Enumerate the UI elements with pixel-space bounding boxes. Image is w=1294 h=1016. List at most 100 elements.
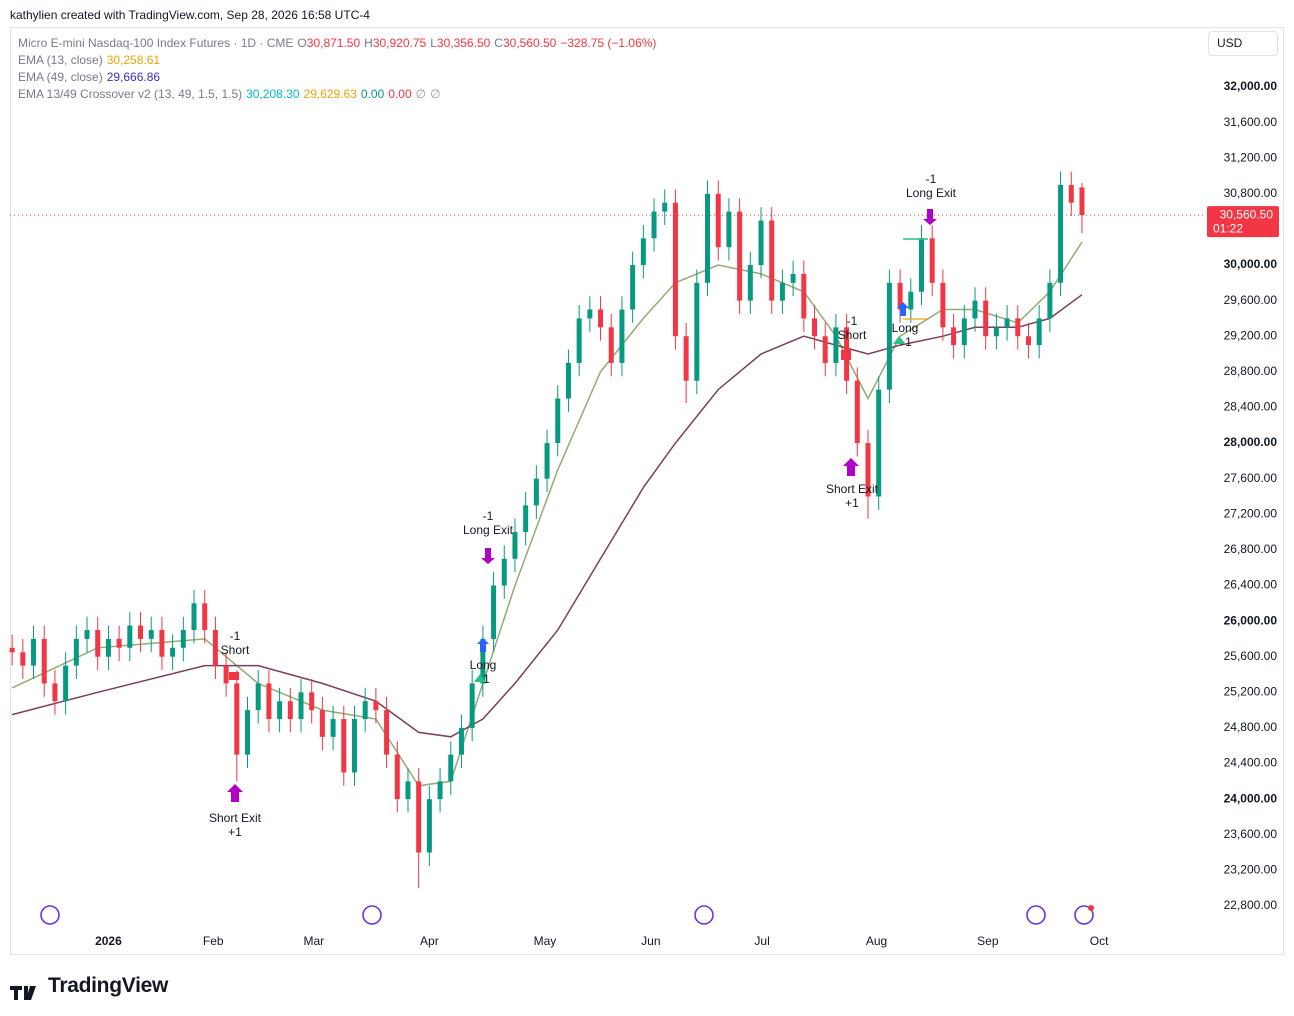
y-tick-label: 31,200.00 xyxy=(1224,150,1278,164)
brand: TradingView xyxy=(48,974,169,997)
indicator-value: 29,629.63 xyxy=(303,87,357,101)
candle-body xyxy=(41,638,47,684)
candle-body xyxy=(469,683,475,728)
candle-body xyxy=(287,701,293,720)
signal-label: -1 xyxy=(847,314,858,328)
signal-glyph xyxy=(227,784,243,802)
candle-body xyxy=(972,300,978,319)
candle-body xyxy=(298,692,304,720)
legend-indicator-row: EMA (13, close) 30,258.61 xyxy=(18,52,660,69)
signal-label: Long xyxy=(892,321,919,335)
candle-body xyxy=(351,719,357,773)
candle-body xyxy=(705,193,711,283)
candle-body xyxy=(255,683,261,711)
candle-body xyxy=(480,638,486,684)
x-tick-label: May xyxy=(534,934,557,948)
candle-body xyxy=(694,282,700,381)
candle-body xyxy=(918,238,924,292)
candle-body xyxy=(394,754,400,800)
candle-body xyxy=(437,781,443,800)
signal-label: Short xyxy=(838,328,867,342)
x-tick-label: Apr xyxy=(420,934,439,948)
candle-body xyxy=(908,291,914,310)
indicator-value: 29,666.86 xyxy=(106,70,161,84)
candle-body xyxy=(1047,282,1053,319)
candle-body xyxy=(619,309,625,363)
y-tick-label: 24,000.00 xyxy=(1224,791,1278,805)
candle-body xyxy=(737,211,743,301)
currency-button[interactable]: USD xyxy=(1208,31,1278,56)
signal-glyph xyxy=(893,336,905,344)
candle-body xyxy=(758,220,764,266)
signal-label: +1 xyxy=(228,825,242,839)
candle-body xyxy=(812,318,818,337)
candle-body xyxy=(1015,318,1021,337)
x-tick-label: Oct xyxy=(1090,934,1109,948)
candle-body xyxy=(212,630,218,666)
candle-body xyxy=(715,193,721,248)
ohlc-key: C xyxy=(494,36,503,50)
signal-label: Short xyxy=(221,643,250,657)
candle-body xyxy=(95,630,101,657)
candle-body xyxy=(1036,318,1042,346)
price-tag-countdown: 01:22 xyxy=(1213,221,1243,235)
symbol-name: Micro E-mini Nasdaq-100 Index Futures · … xyxy=(18,36,294,50)
y-tick-label: 22,800.00 xyxy=(1224,898,1278,912)
candle-body xyxy=(587,309,593,319)
ohlc-key: H xyxy=(364,36,373,50)
candle-body xyxy=(779,282,785,301)
chart-pane xyxy=(10,27,1284,955)
candle-body xyxy=(9,647,15,653)
candle-body xyxy=(790,273,796,283)
signal-glyph xyxy=(841,350,851,360)
candle-body xyxy=(951,327,957,346)
price-tag-value: 30,560.50 xyxy=(1220,207,1274,221)
change: −328.75 (−1.06%) xyxy=(560,36,657,50)
candle-body xyxy=(309,692,315,711)
event-icons[interactable] xyxy=(40,905,1094,925)
ema-line xyxy=(11,241,1083,787)
candle-body xyxy=(833,327,839,363)
candles xyxy=(9,171,1085,889)
candle-body xyxy=(202,603,208,630)
candle-body xyxy=(940,282,946,328)
signal-label: Long Exit xyxy=(463,523,514,537)
candle-body xyxy=(769,220,775,301)
y-tick-label: 24,400.00 xyxy=(1224,756,1278,770)
ohlc-key: L xyxy=(430,36,437,50)
candle-body xyxy=(416,781,422,853)
candle-body xyxy=(886,282,892,390)
candle-body xyxy=(491,585,497,639)
signal-label: Short Exit xyxy=(826,482,879,496)
attribution: kathylien created with TradingView.com, … xyxy=(10,8,370,22)
candle-body xyxy=(245,710,251,755)
y-tick-label: 28,000.00 xyxy=(1224,435,1278,449)
y-tick-label: 26,800.00 xyxy=(1224,542,1278,556)
candle-body xyxy=(672,202,678,337)
ema-line xyxy=(11,294,1083,738)
signal-label: -1 xyxy=(483,509,494,523)
candle-body xyxy=(662,202,668,212)
candle-body xyxy=(501,558,507,586)
signal-glyph xyxy=(481,548,495,564)
signal-label: -1 xyxy=(926,172,937,186)
candle-body xyxy=(1025,336,1031,346)
candle-body xyxy=(555,398,561,444)
y-tick-label: 30,800.00 xyxy=(1224,186,1278,200)
x-tick-label: Jun xyxy=(641,934,660,948)
y-tick-label: 27,200.00 xyxy=(1224,506,1278,520)
y-tick-label: 28,400.00 xyxy=(1224,400,1278,414)
candle-body xyxy=(726,211,732,248)
ohlc-value: 30,871.50 xyxy=(306,36,361,50)
brand-logo xyxy=(10,986,36,1000)
candle-body xyxy=(20,652,26,666)
candle-body xyxy=(277,701,283,720)
indicator-name: EMA (13, close) xyxy=(18,53,103,67)
indicator-value: 30,208.30 xyxy=(246,87,300,101)
ohlc-value: 30,920.75 xyxy=(372,36,427,50)
candle-body xyxy=(1068,184,1074,203)
candle-body xyxy=(405,781,411,800)
y-tick-label: 31,600.00 xyxy=(1224,115,1278,129)
signal-glyph xyxy=(474,674,486,682)
